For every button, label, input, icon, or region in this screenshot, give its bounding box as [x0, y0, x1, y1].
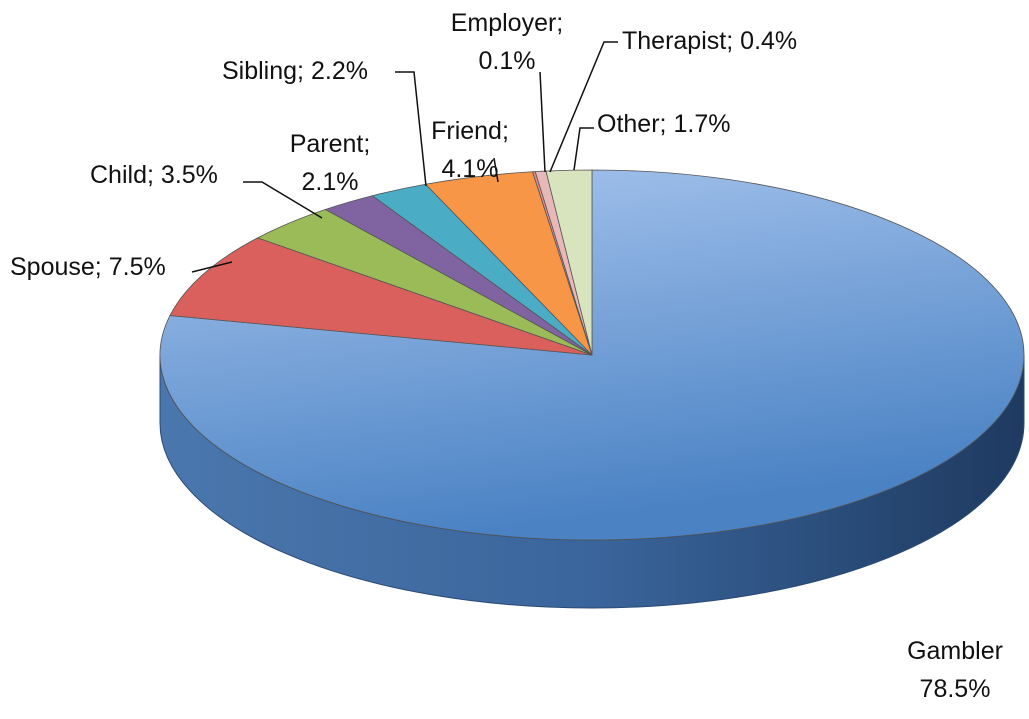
label-category: Therapist;	[622, 27, 733, 55]
label-category: Friend;	[431, 117, 509, 145]
leader-lines	[191, 41, 618, 273]
label-value: 0.4%	[740, 27, 797, 55]
data-label: Sibling; 2.2%	[222, 57, 368, 85]
leader-line	[243, 181, 323, 219]
label-category: Spouse;	[10, 253, 102, 281]
leader-line	[191, 261, 233, 273]
data-label: Employer; 0.1%	[451, 9, 564, 75]
label-value: 3.5%	[161, 161, 218, 189]
label-category: Other;	[597, 110, 666, 138]
data-label: Friend; 4.1%	[431, 117, 509, 183]
pie-slice	[169, 237, 593, 356]
data-label: Therapist; 0.4%	[622, 27, 797, 55]
data-label: Spouse; 7.5%	[10, 253, 166, 281]
label-value: 0.1%	[479, 47, 536, 75]
leader-line	[539, 71, 546, 173]
data-label: Parent; 2.1%	[290, 130, 371, 196]
label-value: 4.1%	[442, 155, 499, 183]
label-value: 2.1%	[302, 168, 359, 196]
label-category: Parent;	[290, 130, 371, 158]
data-label: Child; 3.5%	[90, 161, 218, 189]
label-value: 1.7%	[673, 110, 730, 138]
label-value: 78.5%	[920, 675, 991, 703]
label-category: Employer;	[451, 9, 564, 37]
label-category: Child;	[90, 161, 154, 189]
leader-line	[493, 157, 499, 183]
data-label: Other; 1.7%	[597, 110, 730, 138]
label-category: Gambler	[907, 637, 1003, 665]
leader-line	[573, 127, 594, 171]
label-category: Sibling;	[222, 57, 304, 85]
pie	[159, 169, 1025, 609]
pie-slice	[545, 169, 593, 356]
leader-line	[395, 71, 427, 187]
label-value: 2.2%	[311, 57, 368, 85]
data-label: Gambler 78.5%	[907, 637, 1003, 703]
leader-line	[549, 41, 618, 173]
label-value: 7.5%	[109, 253, 166, 281]
